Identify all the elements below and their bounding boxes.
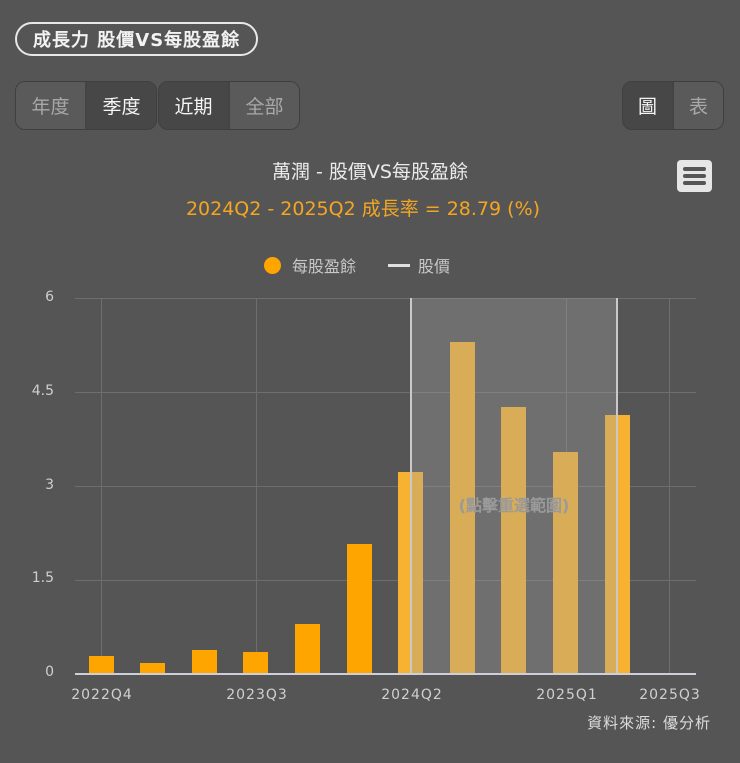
eps-bar[interactable] [191, 649, 217, 673]
period-toggle: 年度 季度 [15, 81, 157, 130]
price-legend-line-icon[interactable] [388, 263, 411, 267]
x-tick-label: 2022Q4 [71, 687, 133, 703]
gridline [75, 298, 696, 299]
x-tick-label: 2024Q2 [381, 687, 443, 703]
section-title: 成長力 股價VS每股盈餘 [15, 22, 259, 56]
recent-tab[interactable]: 近期 [159, 82, 228, 129]
eps-bar[interactable] [88, 656, 114, 673]
selection-range-band[interactable] [410, 298, 618, 674]
gridline [669, 298, 670, 674]
x-tick-label: 2025Q3 [639, 687, 701, 703]
chart-legend: 每股盈餘 股價 [264, 253, 450, 277]
x-axis-line [75, 673, 696, 675]
range-toggle: 近期 全部 [158, 81, 300, 130]
chart-subtitle: 2024Q2 - 2025Q2 成長率 = 28.79 (%) [185, 198, 541, 220]
y-tick-label: 6 [45, 289, 54, 305]
legend-price-label[interactable]: 股價 [418, 257, 451, 276]
gridline [75, 486, 696, 487]
y-tick-label: 0 [45, 664, 54, 680]
eps-bar[interactable] [294, 623, 320, 673]
view-toggle: 圖 表 [622, 81, 724, 130]
eps-bar[interactable] [140, 663, 166, 673]
eps-bar[interactable] [501, 407, 527, 673]
quarterly-tab[interactable]: 季度 [85, 82, 156, 129]
chart-title: 萬潤 - 股價VS每股盈餘 [272, 161, 468, 183]
table-view-tab[interactable]: 表 [672, 82, 723, 129]
gridline [75, 392, 696, 393]
x-tick-label: 2025Q1 [536, 687, 598, 703]
y-tick-label: 4.5 [31, 383, 54, 399]
x-tick-label: 2023Q3 [226, 687, 288, 703]
legend-eps-label[interactable]: 每股盈餘 [292, 257, 357, 276]
data-source: 資料來源: 優分析 [587, 714, 711, 732]
gridline [75, 580, 696, 581]
all-tab[interactable]: 全部 [228, 82, 299, 129]
plot-area[interactable] [75, 298, 696, 675]
selection-hint[interactable]: (點擊重選範圍) [458, 496, 570, 515]
eps-bar[interactable] [552, 451, 578, 673]
eps-bar[interactable] [346, 544, 372, 673]
eps-legend-circle-icon[interactable] [264, 256, 281, 274]
gridline [101, 298, 102, 674]
chart-view-tab[interactable]: 圖 [623, 82, 672, 129]
y-tick-label: 1.5 [31, 570, 54, 586]
eps-bar[interactable] [449, 341, 475, 673]
annual-tab[interactable]: 年度 [16, 82, 85, 129]
eps-bar[interactable] [243, 651, 269, 673]
gridline [256, 298, 257, 674]
hamburger-menu-icon[interactable] [677, 160, 712, 192]
y-tick-label: 3 [45, 477, 54, 493]
